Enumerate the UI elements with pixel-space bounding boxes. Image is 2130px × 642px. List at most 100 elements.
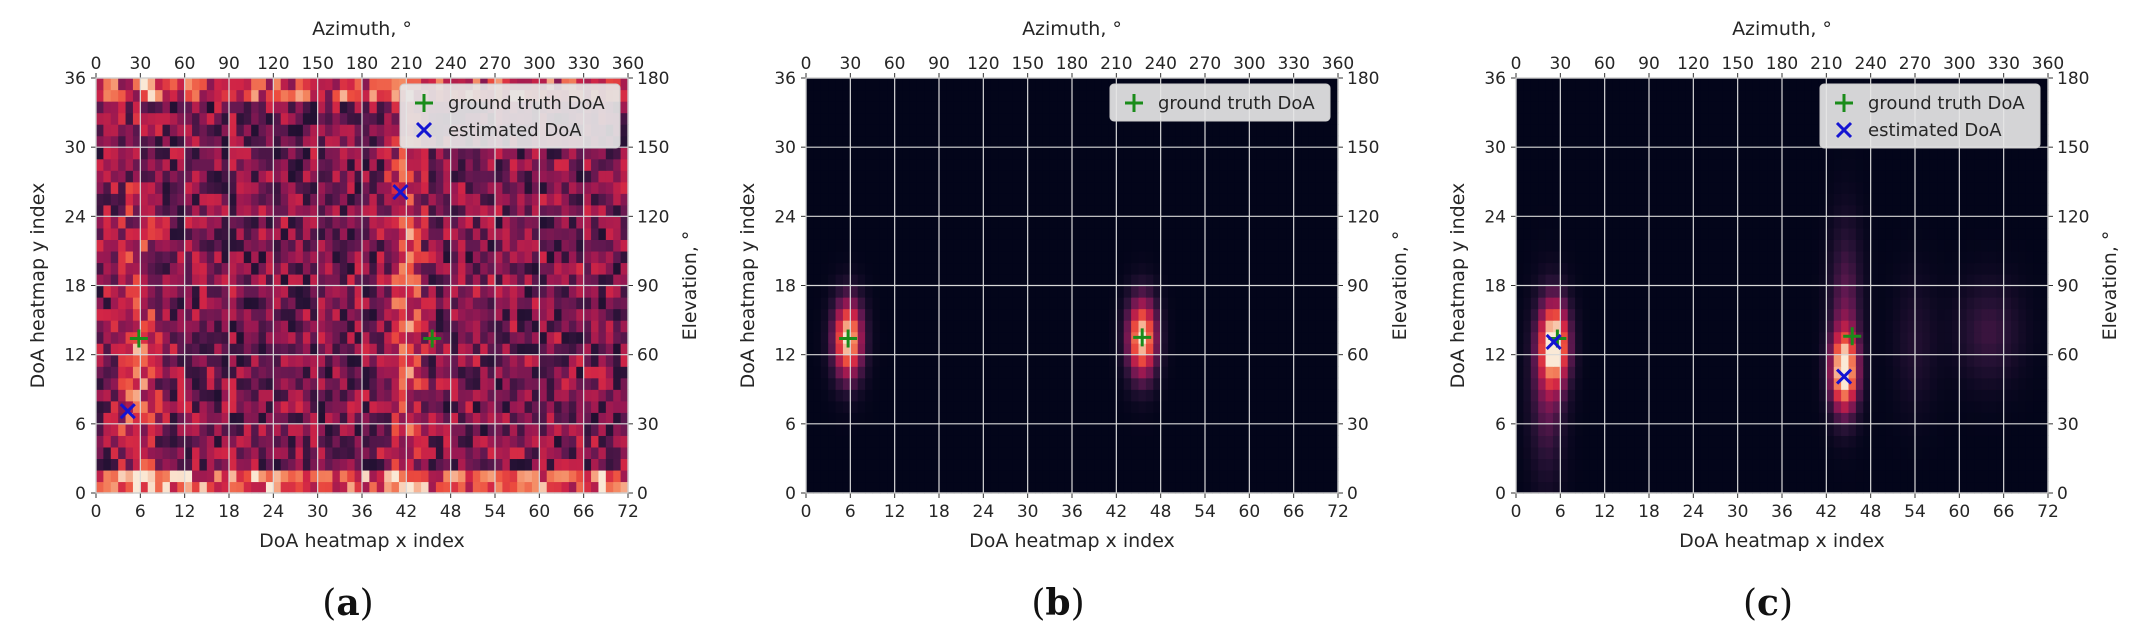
heatmap-cell <box>1190 181 1199 194</box>
heatmap-cell <box>1020 435 1029 448</box>
heatmap-cell <box>421 423 430 436</box>
heatmap-cell <box>162 193 171 206</box>
heatmap-cell <box>458 193 467 206</box>
heatmap-cell <box>317 112 326 125</box>
heatmap-cell <box>1005 216 1014 229</box>
heatmap-cell <box>273 147 282 160</box>
heatmap-cell <box>1005 250 1014 264</box>
heatmap-cell <box>1234 193 1243 206</box>
heatmap-cell <box>835 389 844 402</box>
heatmap-cell <box>214 170 223 183</box>
heatmap-cell <box>568 285 577 298</box>
heatmap-cell <box>1153 389 1162 402</box>
heatmap-cell <box>118 331 127 344</box>
heatmap-cell <box>317 89 326 102</box>
heatmap-cell <box>1227 389 1236 402</box>
heatmap-cell <box>531 435 540 448</box>
heatmap-cell <box>1057 147 1066 160</box>
heatmap-cell <box>939 170 947 183</box>
heatmap-cell <box>421 308 430 321</box>
heatmap-cell <box>169 389 178 402</box>
heatmap-cell <box>1101 124 1110 137</box>
heatmap-cell <box>362 216 370 229</box>
heatmap-cell <box>1160 204 1169 217</box>
heatmap-cell <box>302 147 311 160</box>
heatmap-cell <box>820 308 829 321</box>
heatmap-cell <box>857 354 866 367</box>
heatmap-cell <box>206 469 215 483</box>
heatmap-cell <box>1286 262 1295 275</box>
right-tick-label: 60 <box>637 346 659 366</box>
heatmap-cell <box>1020 250 1029 264</box>
heatmap-cell <box>162 227 171 240</box>
heatmap-cell <box>1064 262 1073 275</box>
heatmap-cell <box>961 147 970 160</box>
heatmap-cell <box>820 170 829 183</box>
heatmap-cell <box>517 216 526 229</box>
heatmap-cell <box>125 89 134 102</box>
heatmap-cell <box>1086 181 1095 194</box>
heatmap-cell <box>339 458 348 471</box>
heatmap-cell <box>1116 147 1125 160</box>
heatmap-cell <box>850 112 859 125</box>
heatmap-cell <box>502 377 511 390</box>
heatmap-cell <box>1027 227 1036 240</box>
heatmap-cell <box>184 181 193 194</box>
heatmap-cell <box>605 354 614 367</box>
heatmap-cell <box>820 181 829 194</box>
heatmap-cell <box>820 135 829 148</box>
heatmap-cell <box>583 262 592 275</box>
heatmap-cell <box>916 250 925 264</box>
heatmap-cell <box>332 124 341 137</box>
heatmap-cell <box>1123 366 1132 379</box>
heatmap-cell <box>1249 412 1258 425</box>
heatmap-cell <box>924 112 933 125</box>
heatmap-cell <box>591 412 600 425</box>
heatmap-cell <box>132 389 141 402</box>
heatmap-cell <box>1308 354 1317 367</box>
heatmap-cell <box>480 285 489 298</box>
heatmap-cell <box>384 89 393 102</box>
heatmap-cell <box>177 239 186 252</box>
heatmap-cell <box>1278 285 1287 298</box>
heatmap-cell <box>258 458 267 471</box>
heatmap-cell <box>310 308 319 321</box>
heatmap-cell <box>302 112 311 125</box>
heatmap-cell <box>990 343 999 356</box>
heatmap-cell <box>953 412 962 425</box>
heatmap-cell <box>1035 124 1044 137</box>
heatmap-cell <box>576 354 585 367</box>
heatmap-cell <box>998 458 1007 471</box>
heatmap-cell <box>524 297 533 310</box>
heatmap-cell <box>1323 354 1332 367</box>
heatmap-cell <box>273 481 282 494</box>
heatmap-cell <box>472 481 481 494</box>
heatmap-cell <box>310 262 319 275</box>
heatmap-cell <box>1182 262 1191 275</box>
heatmap-cell <box>413 285 422 298</box>
heatmap-cell <box>1212 273 1221 287</box>
heatmap-cell <box>110 78 119 91</box>
heatmap-cell <box>369 262 378 275</box>
heatmap-cell <box>376 78 385 91</box>
heatmap-cell <box>1079 124 1088 137</box>
heatmap-cell <box>1330 458 1339 471</box>
heatmap-cell <box>421 446 430 460</box>
heatmap-cell <box>458 366 467 379</box>
heatmap-cell <box>1042 412 1051 425</box>
heatmap-cell <box>362 400 370 413</box>
heatmap-cell <box>421 147 430 160</box>
heatmap-cell <box>1256 285 1265 298</box>
heatmap-cell <box>118 423 127 436</box>
heatmap-cell <box>924 273 933 287</box>
heatmap-cell <box>354 389 363 402</box>
heatmap-cell <box>1330 343 1339 356</box>
heatmap-cell <box>1027 158 1036 171</box>
heatmap-cell <box>879 469 888 483</box>
heatmap-cell <box>132 377 141 390</box>
heatmap-cell <box>1182 285 1191 298</box>
heatmap-cell <box>1123 285 1132 298</box>
heatmap-cell <box>206 239 215 252</box>
heatmap-cell <box>229 366 237 379</box>
heatmap-cell <box>953 320 962 333</box>
